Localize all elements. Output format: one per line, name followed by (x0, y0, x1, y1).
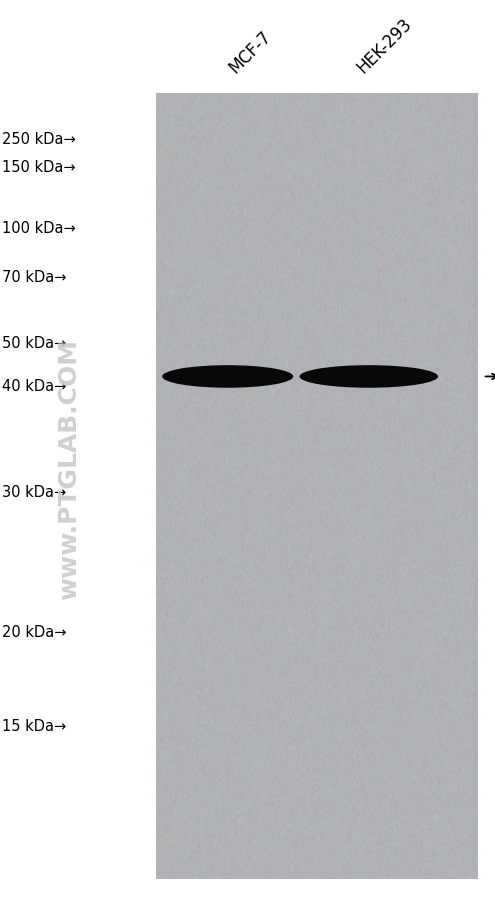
Ellipse shape (182, 373, 274, 381)
Text: MCF-7: MCF-7 (225, 27, 275, 77)
Ellipse shape (299, 366, 438, 388)
Text: 250 kDa→: 250 kDa→ (2, 133, 76, 147)
Ellipse shape (320, 373, 417, 381)
Text: 50 kDa→: 50 kDa→ (2, 336, 67, 350)
Text: 70 kDa→: 70 kDa→ (2, 270, 67, 284)
Text: 15 kDa→: 15 kDa→ (2, 718, 67, 732)
Bar (156, 95, 478, 879)
Ellipse shape (162, 366, 293, 388)
Text: 100 kDa→: 100 kDa→ (2, 221, 76, 235)
Text: 20 kDa→: 20 kDa→ (2, 624, 67, 639)
Text: 150 kDa→: 150 kDa→ (2, 160, 76, 174)
Text: 40 kDa→: 40 kDa→ (2, 379, 67, 393)
Text: HEK-293: HEK-293 (354, 14, 416, 77)
Text: 30 kDa→: 30 kDa→ (2, 484, 67, 499)
Text: www.PTGLAB.COM: www.PTGLAB.COM (57, 338, 81, 600)
